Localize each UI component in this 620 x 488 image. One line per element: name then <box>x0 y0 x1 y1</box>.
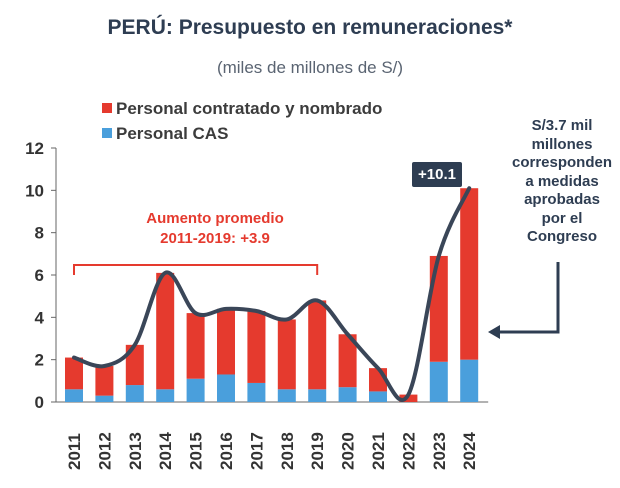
average-label-line2: 2011-2019: +3.9 <box>160 230 270 247</box>
bar-cas <box>156 389 175 402</box>
bar-cas <box>95 395 114 402</box>
bar-cas <box>460 359 479 402</box>
note-line: aprobadas <box>524 191 600 208</box>
legend-swatch-cas <box>102 127 112 138</box>
bar-contratado <box>95 366 114 396</box>
x-tick-label: 2021 <box>369 432 388 470</box>
bar-cas <box>429 361 448 402</box>
legend-item-contratado: Personal contratado y nombrado <box>102 99 382 119</box>
y-tick-label: 8 <box>35 224 44 243</box>
x-tick-label: 2011 <box>65 433 84 470</box>
average-label-line1: Aumento promedio <box>146 210 284 227</box>
bar-contratado <box>429 255 448 362</box>
note-arrow-head <box>488 325 500 339</box>
x-tick-label: 2013 <box>126 432 145 470</box>
y-tick-label: 10 <box>25 181 44 200</box>
x-tick-label: 2024 <box>460 432 479 470</box>
bar-contratado <box>125 344 144 386</box>
bar-cas <box>217 374 235 402</box>
bar-contratado <box>217 308 235 375</box>
bar-cas <box>125 385 144 402</box>
y-tick-label: 0 <box>35 393 44 412</box>
note-line: por el <box>541 209 583 227</box>
bar-contratado <box>247 310 266 383</box>
legend-swatch-contratado <box>102 102 112 113</box>
note-connector-line <box>496 262 560 334</box>
chart-title: PERÚ: Presupuesto en remuneraciones* <box>107 16 513 39</box>
x-tick-label: 2014 <box>156 432 175 470</box>
average-bracket <box>73 264 319 275</box>
x-tick-label: 2023 <box>430 432 449 470</box>
x-tick-label: 2012 <box>95 432 114 470</box>
average-increase-label: Aumento promedio 2011-2019: +3.9 <box>100 209 330 249</box>
total-trend-line <box>72 186 472 402</box>
x-tick-label: 2019 <box>308 432 327 470</box>
bar-cas <box>308 389 327 402</box>
note-line: corresponden <box>511 154 613 171</box>
bar-cas <box>369 391 387 402</box>
y-tick-label: 4 <box>35 308 45 327</box>
legend-label-cas: Personal CAS <box>116 124 229 143</box>
total-2024-callout: +10.1 <box>412 162 462 187</box>
y-tick-label: 2 <box>35 351 44 370</box>
bar-cas <box>277 389 296 402</box>
x-tick-label: 2015 <box>187 432 206 470</box>
bar-contratado <box>277 319 296 390</box>
bar-contratado <box>65 357 83 390</box>
x-tick-label: 2020 <box>339 432 358 470</box>
x-tick-label: 2017 <box>247 432 266 470</box>
bar-cas <box>247 382 266 402</box>
note-line: S/3.7 mil <box>531 117 593 134</box>
bar-contratado <box>460 188 479 360</box>
note-line: a medidas <box>525 172 599 190</box>
note-line: Congreso <box>526 228 597 245</box>
bar-contratado <box>308 300 327 390</box>
y-tick-label: 12 <box>25 139 44 158</box>
note-line: millones <box>531 135 593 153</box>
x-tick-label: 2022 <box>399 432 418 470</box>
bar-cas <box>65 389 83 402</box>
x-tick-label: 2016 <box>217 432 236 470</box>
chart-subtitle: (miles de millones de S/) <box>216 58 404 77</box>
bar-cas <box>186 378 205 402</box>
legend-item-cas: Personal CAS <box>102 124 228 144</box>
bar-contratado <box>186 313 205 379</box>
legend-label-contratado: Personal contratado y nombrado <box>116 99 383 118</box>
congress-note: S/3.7 mil millones corresponden a medida… <box>504 117 620 247</box>
y-tick-label: 6 <box>35 266 44 285</box>
x-tick-label: 2018 <box>278 432 297 470</box>
bar-contratado <box>156 272 175 390</box>
bar-contratado <box>338 334 357 388</box>
bar-cas <box>338 387 357 402</box>
